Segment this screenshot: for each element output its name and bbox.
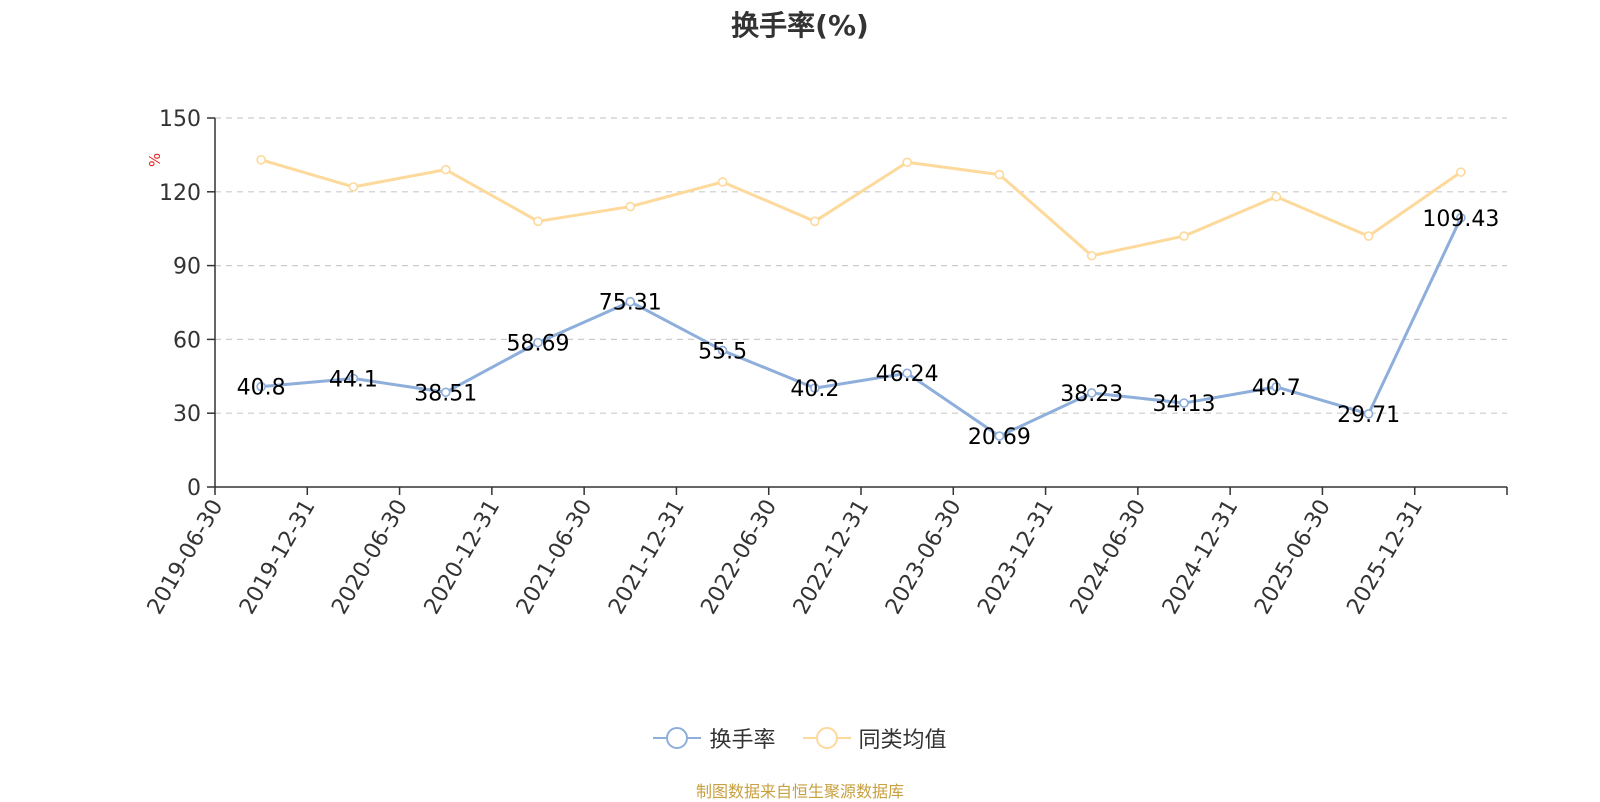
data-point-turnover[interactable]	[625, 296, 636, 307]
data-point-turnover[interactable]	[717, 345, 728, 356]
x-tick-label: 2022-06-30	[696, 496, 782, 619]
data-point-turnover[interactable]	[256, 381, 266, 392]
y-tick-label: 90	[173, 255, 201, 280]
data-label: 46.24	[876, 362, 939, 387]
x-tick-label: 2023-12-31	[973, 496, 1059, 619]
x-tick-label: 2025-12-31	[1342, 496, 1428, 619]
data-label: 55.5	[698, 339, 747, 364]
y-tick-label: 0	[187, 476, 201, 501]
data-label: 38.23	[1060, 382, 1123, 407]
y-axis-label: %	[146, 153, 164, 167]
data-point-turnover[interactable]	[902, 368, 912, 379]
legend-label-turnover: 换手率	[709, 728, 776, 753]
x-tick-label: 2019-06-30	[143, 496, 229, 619]
data-point-turnover[interactable]	[1271, 382, 1282, 392]
data-point-turnover[interactable]	[440, 387, 451, 398]
legend-peer-average-icon	[802, 726, 851, 750]
data-point-turnover[interactable]	[1179, 398, 1189, 408]
data-label: 75.31	[599, 291, 662, 316]
data-point-peer-average[interactable]	[1179, 231, 1189, 241]
data-point-peer-average[interactable]	[348, 182, 359, 192]
data-point-peer-average[interactable]	[902, 157, 912, 168]
legend-label-peer-average: 同类均值	[858, 728, 947, 753]
data-point-peer-average[interactable]	[256, 155, 266, 165]
x-tick-label: 2024-06-30	[1066, 496, 1152, 619]
data-point-peer-average[interactable]	[1271, 191, 1282, 202]
x-tick-label: 2021-12-31	[604, 496, 690, 619]
data-label: 40.7	[1252, 376, 1301, 401]
data-point-peer-average[interactable]	[994, 169, 1005, 180]
data-point-peer-average[interactable]	[1363, 231, 1374, 241]
data-point-turnover[interactable]	[994, 431, 1005, 441]
data-label: 44.1	[329, 368, 378, 393]
data-label: 34.13	[1153, 392, 1216, 417]
x-tick-label: 2020-12-31	[420, 496, 506, 619]
y-tick-label: 120	[159, 181, 201, 206]
data-label: 40.2	[790, 377, 839, 402]
x-tick-label: 2020-06-30	[327, 496, 413, 619]
data-label: 29.71	[1337, 403, 1400, 428]
data-label: 109.43	[1422, 207, 1499, 232]
y-tick-label: 30	[173, 402, 201, 427]
data-point-turnover[interactable]	[810, 383, 820, 393]
x-tick-label: 2022-12-31	[789, 496, 875, 619]
data-source-note: 制图数据来自恒生聚源数据库	[695, 782, 904, 801]
x-tick-label: 2023-06-30	[881, 496, 967, 619]
chart-title: 换手率(%)	[731, 9, 869, 42]
data-point-turnover[interactable]	[1086, 388, 1097, 398]
data-label: 40.8	[237, 376, 286, 401]
data-point-peer-average[interactable]	[1086, 250, 1097, 261]
x-tick-label: 2021-06-30	[512, 496, 598, 619]
legend-item-peer-average[interactable]: 同类均值	[802, 722, 947, 754]
data-point-peer-average[interactable]	[440, 164, 451, 175]
data-point-peer-average[interactable]	[810, 216, 820, 227]
legend: 换手率 同类均值	[0, 722, 1600, 756]
data-point-peer-average[interactable]	[625, 201, 636, 212]
data-label: 20.69	[968, 425, 1031, 450]
legend-turnover-icon	[653, 726, 702, 750]
legend-item-turnover[interactable]: 换手率	[653, 722, 776, 754]
data-point-turnover[interactable]	[1456, 213, 1466, 223]
data-point-turnover[interactable]	[1363, 409, 1374, 419]
data-label: 58.69	[507, 332, 570, 357]
data-point-peer-average[interactable]	[717, 177, 728, 187]
series-line-peer-average	[260, 158, 1462, 258]
x-tick-label: 2024-12-31	[1158, 496, 1244, 619]
y-tick-label: 150	[159, 107, 201, 132]
series-line-turnover	[261, 217, 1463, 438]
data-label: 38.51	[414, 381, 477, 406]
x-tick-label: 2019-12-31	[235, 496, 321, 619]
x-tick-label: 2025-06-30	[1250, 496, 1336, 619]
data-point-turnover[interactable]	[533, 337, 543, 348]
data-point-turnover[interactable]	[348, 373, 359, 384]
y-tick-label: 60	[173, 328, 201, 353]
data-point-peer-average[interactable]	[533, 216, 543, 227]
data-point-peer-average[interactable]	[1456, 167, 1466, 177]
